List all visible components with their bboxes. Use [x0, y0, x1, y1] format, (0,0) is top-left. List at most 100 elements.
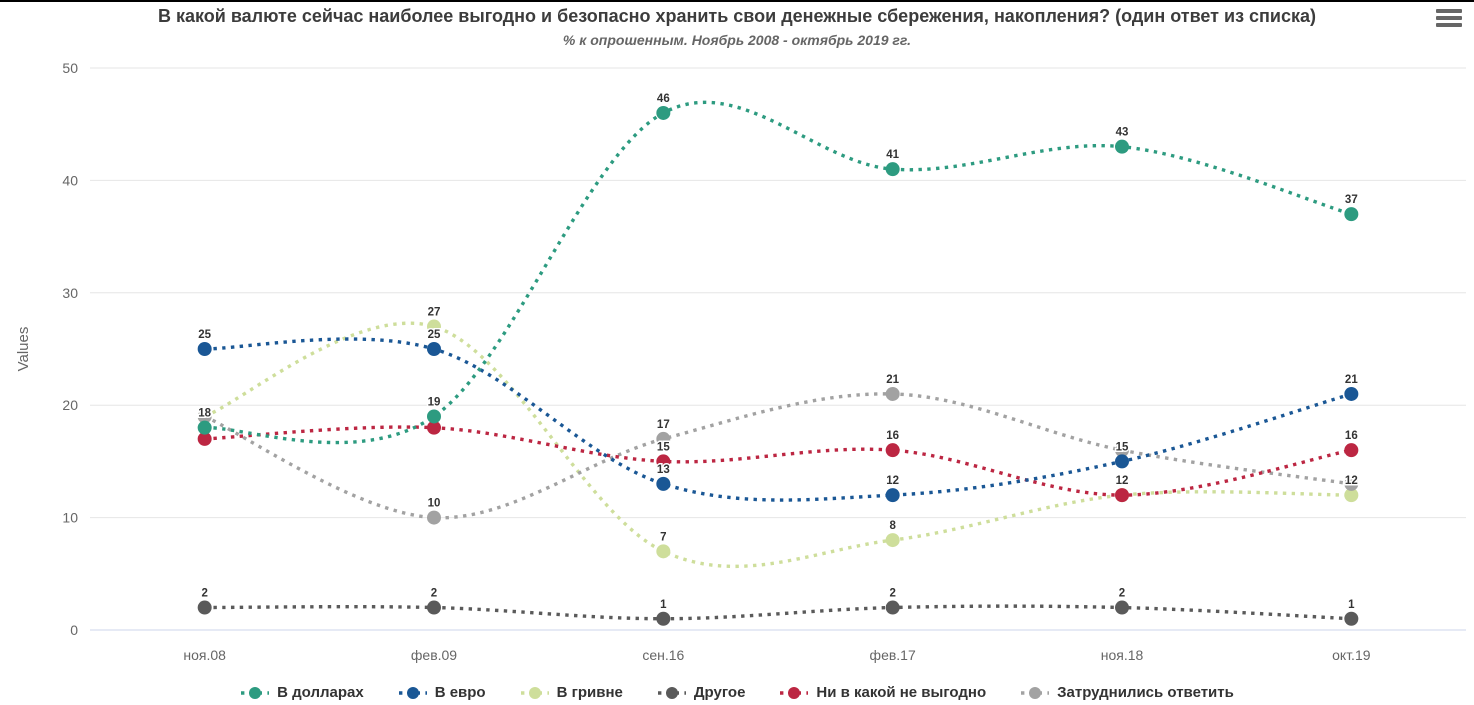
legend-item-hryvnia[interactable]: В гривне — [520, 684, 623, 701]
data-label-dollars: 41 — [886, 149, 899, 161]
data-point-none-profitable[interactable] — [427, 420, 441, 435]
series-line-hryvnia — [204, 321, 1352, 569]
data-point-dollars[interactable] — [427, 409, 441, 424]
data-label-dollars: 18 — [198, 408, 211, 420]
legend-marker-none-profitable — [780, 686, 809, 699]
hamburger-icon[interactable] — [1436, 9, 1462, 29]
legend-item-euro[interactable]: В евро — [398, 684, 486, 701]
data-point-hryvnia[interactable] — [656, 544, 671, 559]
data-point-dollars[interactable] — [197, 420, 212, 435]
data-point-hryvnia[interactable] — [1344, 488, 1359, 503]
legend-label: Затруднились ответить — [1057, 684, 1234, 701]
data-label-euro: 15 — [1116, 441, 1129, 453]
legend-label: В гривне — [556, 684, 623, 701]
legend-label: В евро — [434, 684, 486, 701]
chart-subtitle: % к опрошенным. Ноябрь 2008 - октябрь 20… — [562, 32, 912, 48]
data-label-other: 1 — [1348, 599, 1355, 611]
data-point-euro[interactable] — [197, 342, 212, 356]
data-label-none-profitable: 16 — [886, 430, 899, 442]
data-label-none-profitable: 15 — [657, 441, 670, 453]
data-point-none-profitable[interactable] — [656, 454, 671, 469]
data-label-other: 1 — [660, 599, 667, 611]
data-point-undecided[interactable] — [656, 431, 671, 446]
data-point-none-profitable[interactable] — [1344, 443, 1359, 458]
x-tick-label: ноя.18 — [1101, 647, 1144, 663]
data-label-none-profitable: 16 — [1345, 430, 1358, 442]
data-label-hryvnia: 7 — [660, 531, 666, 543]
series-line-dollars — [204, 100, 1352, 445]
data-label-undecided: 21 — [886, 374, 899, 386]
data-label-undecided: 10 — [428, 498, 441, 510]
data-label-dollars: 43 — [1116, 127, 1129, 139]
legend-marker-undecided — [1021, 686, 1050, 699]
data-point-hryvnia[interactable] — [885, 533, 900, 548]
data-label-hryvnia: 8 — [889, 520, 896, 532]
chart-title: В какой валюте сейчас наиболее выгодно и… — [157, 6, 1316, 26]
data-label-none-profitable: 12 — [1116, 475, 1129, 487]
y-tick-label: 30 — [62, 285, 78, 301]
data-point-other[interactable] — [656, 611, 671, 626]
series-line-other — [204, 604, 1352, 621]
legend-label: В долларах — [277, 684, 364, 701]
data-point-euro[interactable] — [656, 476, 671, 491]
data-point-hryvnia[interactable] — [427, 319, 441, 334]
data-label-euro: 25 — [198, 329, 211, 341]
hamburger-bar — [1436, 9, 1462, 13]
data-label-dollars: 19 — [428, 396, 441, 408]
x-tick-label: ноя.08 — [183, 647, 226, 663]
data-label-dollars: 37 — [1345, 194, 1358, 206]
x-tick-label: фев.09 — [411, 647, 457, 663]
data-point-other[interactable] — [427, 600, 441, 615]
data-point-none-profitable[interactable] — [197, 431, 212, 446]
legend-item-dollars[interactable]: В долларах — [240, 684, 364, 701]
legend-marker-dollars — [241, 686, 270, 699]
data-point-undecided[interactable] — [1344, 476, 1359, 491]
legend-label: Ни в какой не выгодно — [816, 684, 987, 701]
data-point-dollars[interactable] — [656, 105, 671, 120]
data-point-euro[interactable] — [885, 488, 900, 503]
data-point-other[interactable] — [1344, 611, 1359, 626]
series-line-none-profitable — [204, 425, 1352, 497]
data-label-undecided: 17 — [657, 419, 670, 431]
data-point-other[interactable] — [1115, 600, 1129, 615]
data-point-undecided[interactable] — [885, 386, 900, 401]
y-tick-label: 0 — [70, 622, 78, 638]
data-label-other: 2 — [889, 588, 895, 600]
data-point-none-profitable[interactable] — [885, 443, 900, 458]
y-axis-title: Values — [15, 327, 32, 372]
x-tick-label: сен.16 — [642, 647, 684, 663]
legend-item-undecided[interactable]: Затруднились ответить — [1020, 684, 1234, 701]
data-point-undecided[interactable] — [427, 510, 441, 525]
data-label-other: 2 — [1119, 588, 1125, 600]
series-line-euro — [204, 337, 1352, 502]
legend-marker-hryvnia — [520, 686, 549, 699]
data-point-dollars[interactable] — [885, 162, 900, 177]
data-label-euro: 12 — [886, 475, 899, 487]
y-tick-label: 10 — [62, 510, 78, 526]
y-tick-label: 20 — [62, 397, 78, 413]
data-point-dollars[interactable] — [1115, 139, 1129, 154]
y-tick-label: 50 — [62, 60, 78, 76]
data-point-none-profitable[interactable] — [1115, 488, 1129, 503]
data-point-undecided[interactable] — [197, 409, 212, 424]
hamburger-bar — [1436, 23, 1462, 27]
legend-marker-other — [657, 686, 686, 699]
data-point-undecided[interactable] — [1115, 443, 1129, 458]
legend-marker-euro — [398, 686, 427, 699]
data-label-euro: 21 — [1345, 374, 1358, 386]
data-label-euro: 25 — [428, 329, 441, 341]
data-point-dollars[interactable] — [1344, 207, 1359, 222]
data-point-other[interactable] — [885, 600, 900, 615]
data-point-euro[interactable] — [1115, 454, 1129, 469]
data-point-euro[interactable] — [427, 342, 441, 356]
data-label-euro: 13 — [657, 464, 670, 476]
y-tick-label: 40 — [62, 172, 78, 188]
chart-legend: В долларах В евро В гривне Другое Ни в какой… — [0, 684, 1474, 701]
data-point-euro[interactable] — [1344, 386, 1359, 401]
legend-item-other[interactable]: Другое — [657, 684, 745, 701]
x-tick-label: фев.17 — [870, 647, 916, 663]
legend-item-none-profitable[interactable]: Ни в какой не выгодно — [779, 684, 986, 701]
data-point-other[interactable] — [197, 600, 212, 615]
series-line-undecided — [203, 392, 1352, 520]
